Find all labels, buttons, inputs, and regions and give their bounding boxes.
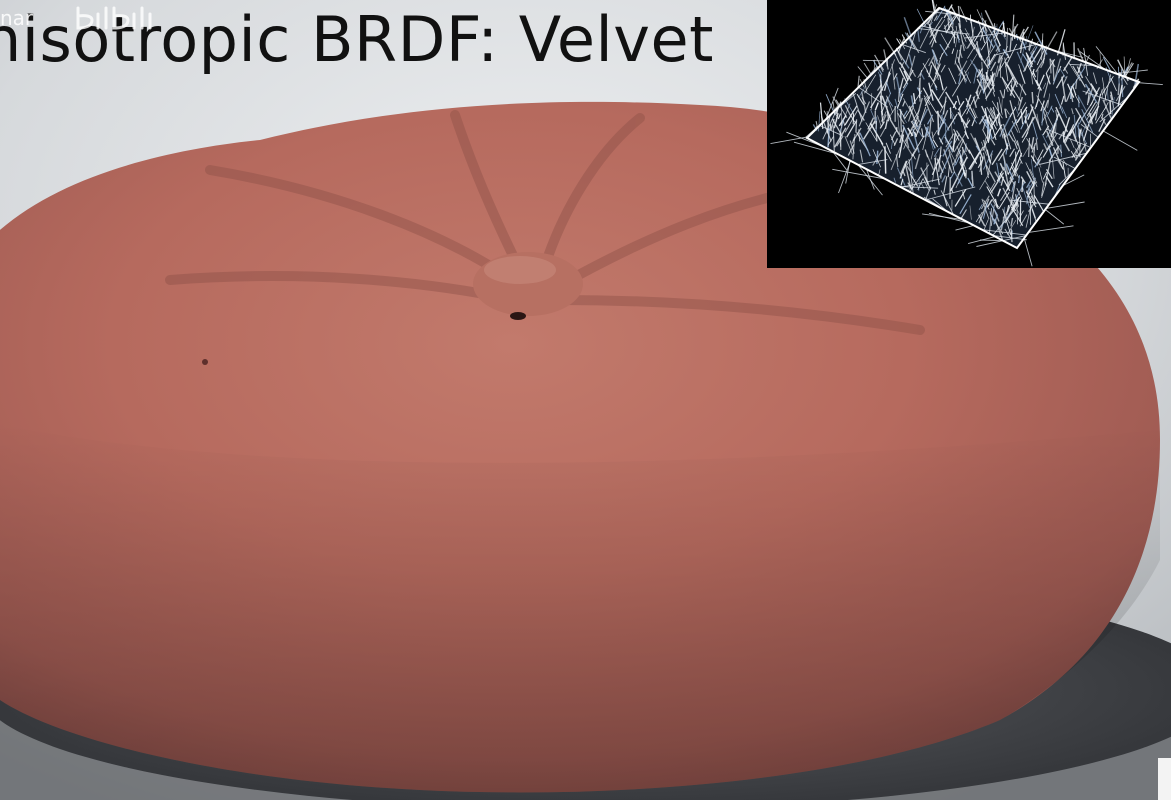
- watermark-text: nar: [0, 6, 34, 30]
- bilibili-logo-icon: [76, 6, 152, 30]
- watermark: nar: [0, 6, 33, 30]
- fiber-visualization: [770, 0, 1163, 267]
- corner-mark: [1158, 758, 1171, 800]
- fiber-microstructure-inset: [767, 0, 1171, 268]
